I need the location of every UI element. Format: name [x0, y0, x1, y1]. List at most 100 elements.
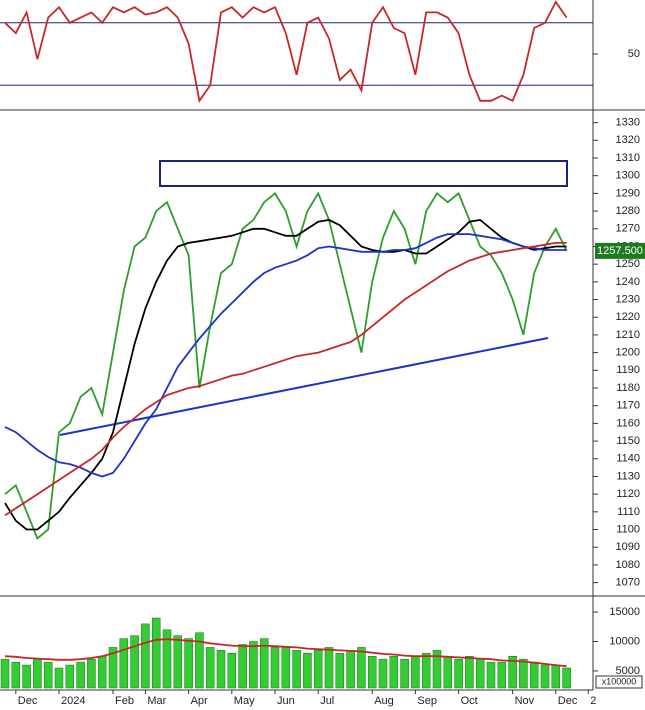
volume-bar — [508, 655, 517, 689]
volume-bar — [367, 655, 377, 689]
series-line — [4, 191, 568, 540]
x-tick-label: Dec — [558, 695, 578, 707]
volume-bar — [551, 664, 561, 689]
volume-bar — [486, 661, 496, 689]
y-tick-label: 1280 — [616, 205, 640, 217]
volume-bar — [465, 655, 474, 689]
x-tick-label: Jul — [320, 695, 334, 707]
volume-bar — [141, 623, 150, 689]
series-line — [4, 233, 567, 478]
x-tick-label: Oct — [461, 695, 478, 707]
volume-bar — [562, 667, 571, 689]
x-tick-label: 2 — [590, 695, 596, 707]
volume-bar — [443, 655, 453, 689]
volume-bar — [259, 638, 269, 689]
volume-bar — [540, 664, 550, 689]
y-tick-label: 1250 — [616, 258, 640, 270]
volume-bar — [33, 658, 42, 689]
y-tick-label: 15000 — [609, 606, 640, 618]
volume-bar — [292, 650, 301, 689]
volume-bar — [497, 661, 507, 689]
y-tick-label: 1210 — [616, 329, 640, 341]
y-tick-label: 1230 — [616, 293, 640, 305]
x-tick-label: Dec — [18, 695, 38, 707]
volume-bar — [529, 661, 539, 689]
volume-bar — [238, 644, 247, 689]
series-line — [4, 0, 568, 104]
volume-bar — [162, 629, 172, 689]
y-tick-label: 1130 — [616, 470, 640, 482]
y-tick-label: 1200 — [616, 347, 640, 359]
volume-bar — [216, 650, 226, 689]
y-tick-label: 1320 — [616, 134, 640, 146]
volume-bar — [11, 661, 21, 689]
y-tick-label: 1290 — [616, 187, 640, 199]
y-tick-label: 1070 — [616, 577, 640, 589]
volume-bar — [22, 664, 31, 689]
y-tick-label: 1190 — [616, 364, 640, 376]
y-tick-label: 1270 — [616, 223, 640, 235]
volume-bar — [130, 635, 139, 689]
y-tick-label: 1170 — [616, 400, 640, 412]
y-tick-label: 50 — [628, 48, 640, 60]
series-line — [4, 218, 567, 531]
volume-bar — [357, 647, 366, 689]
y-tick-label: 1090 — [616, 541, 640, 553]
volume-bar — [184, 638, 193, 689]
y-tick-label: 1150 — [616, 435, 640, 447]
y-tick-label: 1120 — [616, 488, 640, 500]
volume-bar — [454, 658, 463, 689]
y-tick-label: 1140 — [616, 453, 640, 465]
volume-bar — [54, 667, 64, 689]
volume-bar — [324, 647, 334, 689]
y-tick-label: 1160 — [616, 417, 640, 429]
y-tick-label: 1100 — [616, 523, 640, 535]
y-tick-label: 1240 — [616, 276, 640, 288]
x-tick-label: May — [234, 695, 255, 707]
volume-bar — [65, 664, 75, 689]
volume-bar — [475, 658, 485, 689]
price-tag-label: 1257.500 — [597, 245, 643, 257]
volume-bar — [389, 655, 399, 689]
series-line — [4, 242, 567, 517]
resistance-box — [159, 160, 568, 187]
price-tag — [595, 242, 645, 259]
volume-bar — [432, 650, 442, 689]
y-tick-label: 1220 — [616, 311, 640, 323]
volume-bar — [281, 647, 291, 689]
volume-bar — [303, 653, 312, 689]
volume-bar — [346, 650, 355, 689]
series-line — [4, 638, 567, 668]
volume-bar — [519, 658, 528, 689]
y-tick-label: 1310 — [616, 152, 640, 164]
unit-box — [595, 675, 643, 689]
x-tick-label: Feb — [115, 695, 134, 707]
volume-bar — [173, 635, 183, 689]
volume-bar — [108, 647, 118, 689]
volume-bar — [43, 661, 53, 689]
y-tick-label: 1080 — [616, 559, 640, 571]
volume-bar — [227, 653, 237, 689]
x-tick-label: Mar — [147, 695, 166, 707]
y-tick-label: 1300 — [616, 170, 640, 182]
volume-bar — [0, 658, 10, 689]
unit-label: x100000 — [602, 676, 637, 686]
volume-bar — [335, 653, 345, 689]
y-tick-label: 10000 — [609, 635, 640, 647]
volume-bar — [151, 617, 161, 689]
volume-bar — [400, 658, 409, 689]
volume-bar — [421, 653, 431, 689]
x-tick-label: 2024 — [61, 695, 85, 707]
volume-bar — [76, 661, 85, 689]
volume-bar — [411, 655, 420, 689]
y-tick-label: 1110 — [617, 506, 640, 518]
volume-bar — [249, 641, 258, 689]
x-tick-label: Sep — [417, 695, 437, 707]
y-tick-label: 1180 — [616, 382, 640, 394]
volume-bar — [378, 658, 388, 689]
x-tick-label: Aug — [374, 695, 394, 707]
trend-line — [59, 337, 549, 436]
x-tick-label: Nov — [515, 695, 535, 707]
